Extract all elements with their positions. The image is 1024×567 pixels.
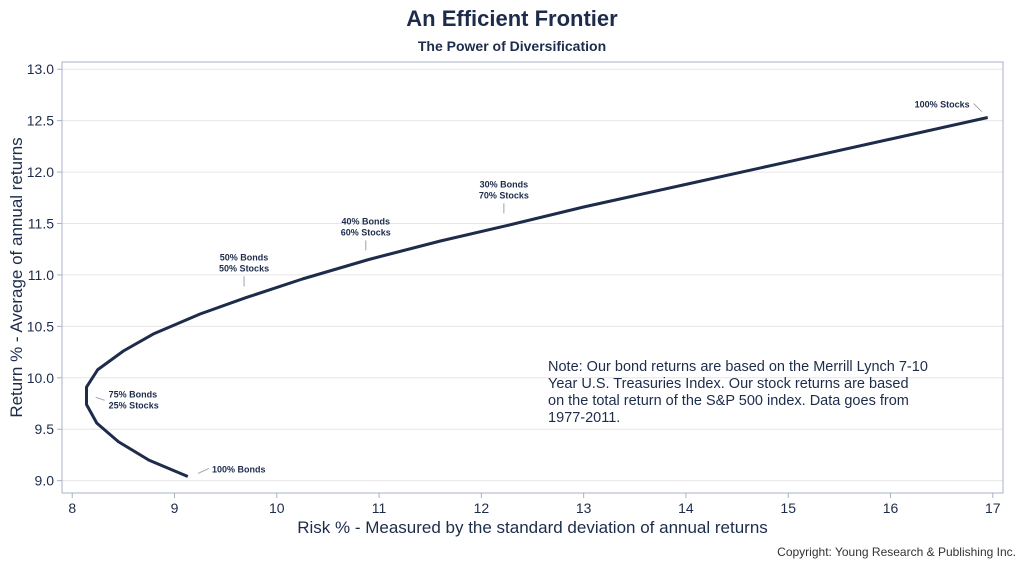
annotation-leader — [197, 467, 210, 474]
x-tick-label: 15 — [780, 500, 796, 516]
ticks-layer: 9.0 9.5 10.0 10.5 11.0 11.5 12.0 12.5 13.0 8 9 10 11… — [27, 61, 1001, 516]
annotation-label: 50% Stocks — [219, 263, 269, 273]
x-tick-label: 14 — [678, 500, 694, 516]
annotation-label: 60% Stocks — [341, 227, 391, 237]
annotation-label: 100% Bonds — [212, 464, 266, 474]
annotation-label: 100% Stocks — [915, 100, 970, 110]
grid-layer — [62, 68, 1003, 482]
annotation-label: 70% Stocks — [479, 190, 529, 200]
x-tick-label: 13 — [576, 500, 592, 516]
frontier-line — [85, 116, 989, 478]
x-tick-label: 10 — [269, 500, 285, 516]
plot-frame — [61, 61, 1004, 494]
note-line: Year U.S. Treasuries Index. Our stock re… — [548, 376, 909, 392]
y-tick-label: 10.0 — [27, 370, 54, 386]
y-tick-label: 11.0 — [28, 267, 54, 283]
x-tick-label: 11 — [372, 500, 387, 516]
annotation-label: 30% Bonds — [480, 179, 529, 189]
annotation-label: 40% Bonds — [342, 216, 391, 226]
annotation-label: 50% Bonds — [220, 252, 269, 262]
y-axis-label: Return % - Average of annual returns — [7, 137, 26, 417]
y-tick-label: 13.0 — [27, 61, 54, 77]
mix-annotation: 100% Bonds — [197, 464, 266, 474]
x-tick-label: 17 — [985, 500, 1001, 516]
y-tick-label: 12.5 — [27, 113, 54, 129]
note-line: on the total return of the S&P 500 index… — [548, 393, 909, 409]
annotation-label: 25% Stocks — [109, 400, 159, 410]
annotation-label: 75% Bonds — [109, 389, 158, 399]
note-text: Note: Our bond returns are based on the … — [548, 359, 928, 426]
x-tick-label: 16 — [883, 500, 899, 516]
x-tick-label: 9 — [171, 500, 179, 516]
x-tick-label: 12 — [474, 500, 490, 516]
y-tick-label: 12.0 — [27, 164, 54, 180]
chart-subtitle: The Power of Diversification — [417, 38, 607, 54]
y-tick-label: 9.5 — [35, 421, 55, 437]
line-layer — [85, 116, 989, 478]
x-axis-label: Risk % - Measured by the standard deviat… — [297, 518, 768, 537]
x-tick-label: 8 — [68, 500, 76, 516]
chart-title: An Efficient Frontier — [406, 6, 618, 31]
y-tick-label: 10.5 — [27, 318, 54, 334]
note-line: 1977-2011. — [548, 410, 620, 426]
note-line: Note: Our bond returns are based on the … — [548, 359, 928, 375]
annotation-leader — [973, 103, 983, 112]
mix-annotation: 100% Stocks — [915, 100, 983, 112]
y-tick-label: 9.0 — [35, 473, 55, 489]
annotation-leader — [95, 396, 105, 401]
y-tick-label: 11.5 — [28, 215, 54, 231]
copyright-text: Copyright: Young Research & Publishing I… — [777, 545, 1016, 559]
